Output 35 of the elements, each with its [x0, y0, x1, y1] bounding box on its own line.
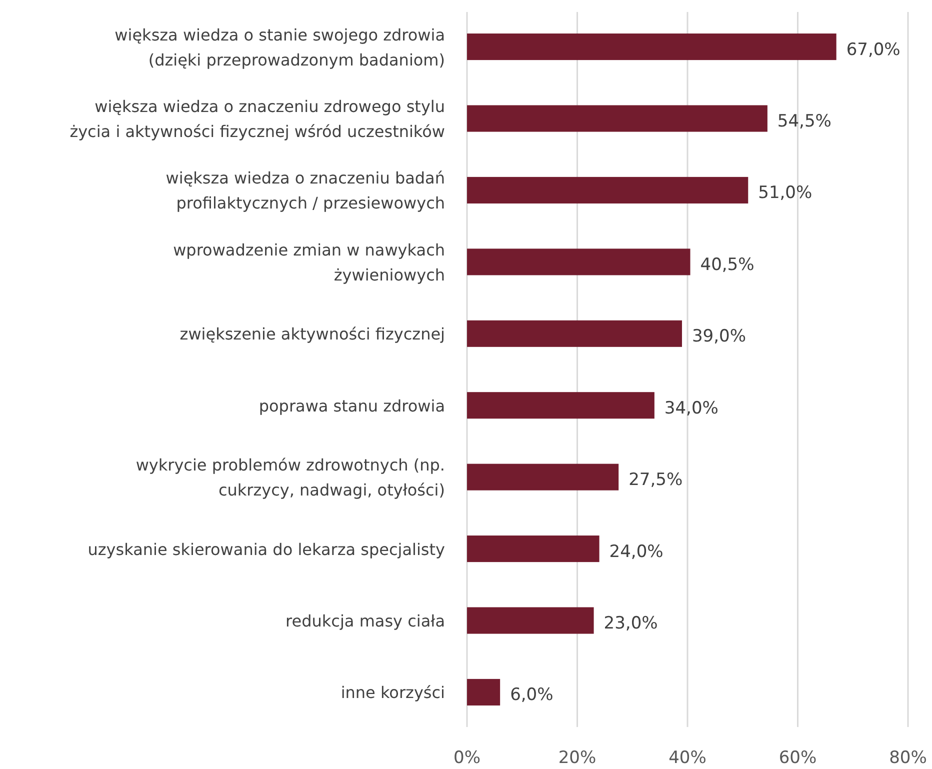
data-label: 27,5%	[628, 470, 683, 490]
y-tick-label: uzyskanie skierowania do lekarza specjalisty	[88, 540, 445, 559]
bar	[467, 320, 682, 347]
data-label: 54,5%	[777, 111, 832, 132]
y-tick-label: inne korzyści	[340, 683, 445, 702]
data-label: 51,0%	[758, 183, 812, 204]
bar	[467, 176, 748, 204]
data-label: 6,0%	[510, 685, 554, 706]
x-tick-label: 80%	[889, 748, 927, 768]
y-tick-label: większa wiedza o znaczeniu badań profilaktycznych / przesiewowych	[166, 168, 445, 213]
data-label: 67,0%	[846, 40, 900, 60]
y-tick-label: wprowadzenie zmian w nawykach żywieniowych	[173, 240, 445, 284]
bar	[467, 678, 500, 706]
bar	[467, 607, 594, 634]
x-tick-label: 0%	[454, 748, 480, 768]
bar	[467, 105, 768, 132]
data-label: 24,0%	[609, 542, 664, 562]
x-tick-label: 20%	[558, 748, 596, 768]
x-tick-label: 40%	[668, 748, 706, 768]
bar	[467, 34, 836, 60]
y-tick-label: zwiększenie aktywności fizycznej	[180, 324, 445, 344]
y-tick-label: większa wiedza o stanie swojego zdrowia (dzięki przeprowadzonym badaniom)	[114, 25, 445, 70]
y-tick-label: redukcja masy ciała	[286, 612, 445, 631]
data-label: 39,0%	[692, 326, 746, 347]
x-tick-label: 60%	[778, 748, 817, 768]
bar	[467, 464, 619, 490]
bar	[467, 536, 600, 562]
y-tick-label: wykrycie problemów zdrowotnych (np. cukrzycy, nadwagi, otyłości)	[136, 456, 445, 500]
bar	[467, 392, 654, 419]
data-label: 34,0%	[664, 398, 718, 418]
data-label: 23,0%	[604, 614, 658, 634]
bar	[467, 248, 690, 276]
y-tick-label: poprawa stanu zdrowia	[258, 396, 445, 416]
y-tick-label: większa wiedza o znaczeniu zdrowego stylu życia i aktywności fizycznej wśród uczestników	[70, 96, 445, 141]
data-label: 40,5%	[700, 254, 754, 275]
